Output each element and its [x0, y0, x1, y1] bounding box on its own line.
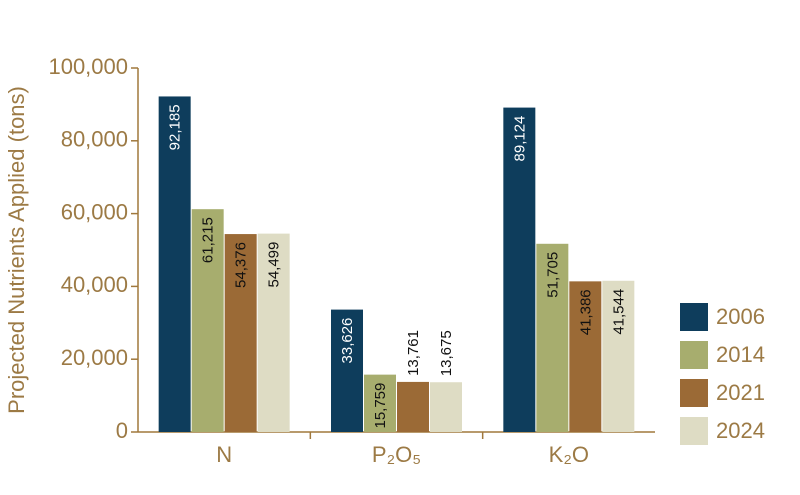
y-tick-label: 80,000	[61, 127, 128, 152]
value-label: 15,759	[372, 383, 389, 429]
value-label: 54,499	[266, 242, 283, 288]
value-label: 13,675	[438, 330, 455, 376]
bar	[430, 382, 462, 432]
value-label: 41,386	[577, 289, 594, 335]
bar	[397, 381, 429, 432]
y-tick-label: 20,000	[61, 345, 128, 370]
legend-label: 2014	[716, 342, 765, 367]
bar	[191, 209, 224, 432]
legend-label: 2006	[716, 304, 765, 329]
x-tick-label: K₂O	[549, 442, 589, 467]
legend-swatch	[680, 341, 708, 369]
bar	[602, 280, 635, 432]
value-label: 13,761	[405, 330, 422, 376]
x-tick-label: N	[216, 442, 232, 467]
value-label: 33,626	[339, 318, 356, 364]
legend-label: 2021	[716, 380, 765, 405]
y-tick-label: 60,000	[61, 199, 128, 224]
value-label: 61,215	[200, 217, 217, 263]
value-label: 51,705	[544, 252, 561, 298]
y-tick-label: 0	[116, 418, 128, 443]
bar	[364, 374, 396, 432]
y-axis-label: Projected Nutrients Applied (tons)	[4, 86, 29, 414]
y-tick-label: 40,000	[61, 272, 128, 297]
value-label: 54,376	[233, 242, 250, 288]
legend-swatch	[680, 303, 708, 331]
x-tick-label: P₂O₅	[372, 442, 421, 467]
value-label: 89,124	[511, 116, 528, 162]
value-label: 92,185	[167, 104, 184, 150]
bar	[158, 96, 191, 433]
bar	[331, 309, 363, 432]
legend-label: 2024	[716, 418, 765, 443]
y-tick-label: 100,000	[48, 54, 128, 79]
bar	[257, 233, 290, 432]
bar	[536, 243, 569, 432]
bar	[569, 281, 602, 432]
value-label: 41,544	[610, 289, 627, 335]
legend-swatch	[680, 379, 708, 407]
legend-swatch	[680, 417, 708, 445]
bar	[503, 107, 536, 433]
bar	[224, 234, 257, 432]
